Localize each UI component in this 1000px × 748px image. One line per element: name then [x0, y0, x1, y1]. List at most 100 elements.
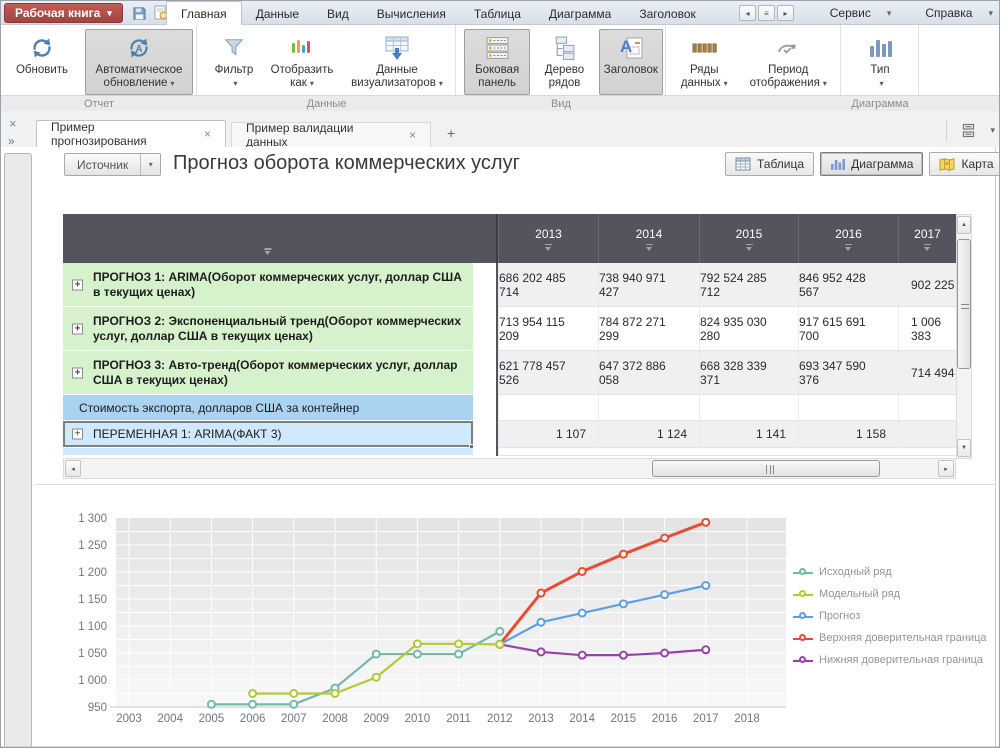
side-panel-button[interactable]: Боковая панель — [464, 29, 531, 95]
data-series-button[interactable]: Ряды данных ▾ — [674, 29, 735, 95]
table-cell[interactable]: 693 347 590 376 — [798, 351, 898, 395]
expand-icon[interactable]: + — [72, 367, 83, 378]
ribbon-tab-calculations[interactable]: Вычисления — [376, 6, 446, 21]
doc-tab-forecast-example[interactable]: Пример прогнозирования × — [36, 120, 226, 148]
row-header-cell[interactable]: + ПРОГНОЗ 3: Авто-тренд(Оборот коммерческ… — [63, 351, 473, 395]
filter-icon[interactable] — [844, 243, 853, 251]
map-view-button[interactable]: Карта — [929, 152, 999, 176]
table-cell[interactable]: 824 935 030 280 — [699, 307, 798, 351]
table-cell[interactable]: 647 372 886 058 — [598, 351, 699, 395]
auto-refresh-button[interactable]: A Автоматическое обновление ▾ — [85, 29, 193, 95]
workbook-menu-button[interactable]: Рабочая книга ▾ — [4, 3, 123, 23]
table-cell[interactable]: 621 778 457 526 — [498, 351, 598, 395]
table-row-forecast-3[interactable]: + ПРОГНОЗ 3: Авто-тренд(Оборот коммерческ… — [63, 351, 956, 395]
scroll-up-icon[interactable]: ▲ — [957, 216, 971, 234]
expand-icon[interactable]: + — [72, 279, 83, 290]
column-header-2017[interactable]: 2017 — [898, 214, 956, 263]
table-row-forecast-1[interactable]: + ПРОГНОЗ 1: ARIMA(Оборот коммерческих ус… — [63, 263, 956, 307]
ribbon-tab-data[interactable]: Данные — [255, 6, 300, 21]
table-cell[interactable]: 902 225 — [898, 263, 956, 307]
refresh-button[interactable]: Обновить — [3, 29, 81, 95]
table-cell[interactable] — [498, 395, 598, 421]
table-cell[interactable] — [699, 395, 798, 421]
collapsed-sidebar[interactable] — [4, 153, 32, 746]
help-menu[interactable]: Справка ▾ — [925, 6, 993, 20]
scroll-left-icon[interactable]: ◂ — [65, 460, 81, 477]
close-pane-icon[interactable]: × — [9, 116, 17, 131]
table-cell[interactable]: 784 872 271 299 — [598, 307, 699, 351]
chevron-down-icon[interactable]: ▾ — [140, 154, 160, 175]
vertical-scroll-thumb[interactable] — [957, 239, 971, 369]
scroll-tabs-left-button[interactable]: ◂ — [739, 5, 756, 21]
table-cell[interactable]: 917 615 691 700 — [798, 307, 898, 351]
doc-tab-validation-example[interactable]: Пример валидации данных × — [231, 121, 431, 149]
expand-icon[interactable]: + — [72, 323, 83, 334]
table-cell[interactable]: 1 158 — [798, 421, 898, 448]
chevron-down-icon[interactable]: ▾ — [990, 124, 995, 135]
table-cell[interactable] — [598, 395, 699, 421]
table-cell[interactable]: 846 952 428 567 — [798, 263, 898, 307]
table-row-forecast-2[interactable]: + ПРОГНОЗ 2: Экспоненциальный тренд(Оборо… — [63, 307, 956, 351]
table-cell[interactable]: 668 328 339 371 — [699, 351, 798, 395]
table-cell[interactable]: 1 006 383 — [898, 307, 956, 351]
filter-icon[interactable] — [923, 243, 932, 251]
table-row-variable-1[interactable]: + ПЕРЕМЕННАЯ 1: ARIMA(ФАКТ 3) 1 107 1 12… — [63, 421, 956, 449]
row-header-column-header[interactable] — [63, 214, 473, 263]
column-header-2014[interactable]: 2014 — [598, 214, 699, 263]
table-cell[interactable] — [898, 421, 956, 448]
ribbon-tab-title[interactable]: Заголовок — [639, 6, 696, 21]
table-horizontal-scrollbar[interactable]: ◂ ▸ — [63, 458, 956, 479]
scroll-down-icon[interactable]: ▼ — [957, 439, 971, 457]
table-cell[interactable]: 1 141 — [699, 421, 798, 448]
row-header-cell[interactable]: + ПРОГНОЗ 2: Экспоненциальный тренд(Оборо… — [63, 307, 473, 351]
table-cell[interactable]: 713 954 115 209 — [498, 307, 598, 351]
filter-icon[interactable] — [264, 248, 273, 255]
ribbon-tab-main[interactable]: Главная — [166, 1, 242, 25]
layout-icon[interactable] — [961, 123, 976, 138]
close-tab-icon[interactable]: × — [203, 127, 211, 141]
service-menu[interactable]: Сервис ▾ — [829, 6, 892, 20]
column-header-2013[interactable]: 2013 — [498, 214, 598, 263]
add-tab-button[interactable]: + — [447, 125, 456, 141]
source-button[interactable]: Источник ▾ — [64, 153, 162, 176]
table-cell[interactable]: 792 524 285 712 — [699, 263, 798, 307]
display-period-button[interactable]: Период отображения ▾ — [739, 29, 839, 95]
table-cell[interactable]: 1 107 — [498, 421, 598, 448]
print-preview-button[interactable] — [151, 4, 171, 22]
horizontal-scroll-thumb[interactable] — [652, 460, 880, 477]
filter-button[interactable]: Фильтр ▾ — [207, 29, 261, 95]
table-cell[interactable] — [898, 395, 956, 421]
tabs-menu-button[interactable]: ≡ — [758, 5, 775, 21]
table-cell[interactable]: 714 494 — [898, 351, 956, 395]
chart-view-button[interactable]: Диаграмма — [820, 152, 924, 176]
ribbon-tab-table[interactable]: Таблица — [473, 6, 521, 21]
expand-icon[interactable]: + — [72, 428, 83, 440]
table-cell[interactable]: 738 940 971 427 — [598, 263, 699, 307]
collapse-panel-icon[interactable]: » — [8, 134, 15, 148]
ribbon-tab-view[interactable]: Вид — [327, 6, 349, 21]
row-header-cell-selected[interactable]: + ПЕРЕМЕННАЯ 1: ARIMA(ФАКТ 3) — [63, 421, 474, 449]
table-cell[interactable] — [798, 395, 898, 421]
column-header-2015[interactable]: 2015 — [699, 214, 798, 263]
title-button[interactable]: A Заголовок — [598, 29, 663, 95]
scroll-tabs-right-button[interactable]: ▸ — [777, 5, 794, 21]
row-header-cell[interactable]: + ПРОГНОЗ 1: ARIMA(Оборот коммерческих ус… — [63, 263, 473, 307]
ribbon-tab-chart[interactable]: Диаграмма — [548, 6, 612, 21]
filter-icon[interactable] — [544, 243, 553, 251]
table-view-button[interactable]: Таблица — [725, 152, 815, 176]
table-row-export-cost[interactable]: Стоимость экспорта, долларов США за конт… — [63, 395, 956, 421]
column-header-2016[interactable]: 2016 — [798, 214, 898, 263]
filter-icon[interactable] — [645, 243, 654, 251]
visualizer-data-button[interactable]: Данные визуализаторов ▾ — [343, 29, 451, 95]
scroll-right-icon[interactable]: ▸ — [938, 460, 954, 477]
table-cell[interactable]: 686 202 485 714 — [498, 263, 598, 307]
close-tab-icon[interactable]: × — [408, 128, 416, 142]
table-vertical-scrollbar[interactable]: ▲ ▼ — [956, 214, 972, 459]
save-button[interactable] — [129, 4, 149, 22]
row-header-cell[interactable]: Стоимость экспорта, долларов США за конт… — [63, 395, 473, 421]
chart-type-button[interactable]: Тип ▾ — [849, 29, 911, 95]
filter-icon[interactable] — [745, 243, 754, 251]
display-as-button[interactable]: Отобразить как ▾ — [265, 29, 339, 95]
table-cell[interactable]: 1 124 — [598, 421, 699, 448]
series-tree-button[interactable]: Дерево рядов — [534, 29, 594, 95]
